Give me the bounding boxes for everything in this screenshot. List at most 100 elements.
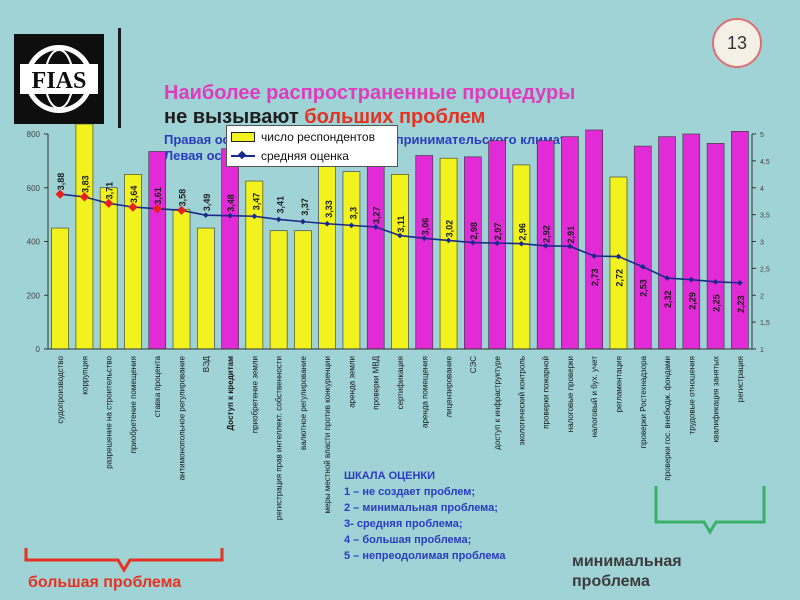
- value-label-8: 3,48: [226, 194, 236, 212]
- average-marker-6: [176, 205, 187, 215]
- category-label-2: коррупция: [80, 356, 89, 395]
- category-label-7: ВЭД: [202, 355, 211, 372]
- right-axis-tick-label: 5: [760, 132, 764, 139]
- average-marker-11: [300, 218, 306, 225]
- axis-note-left: Левая ось: [164, 148, 230, 163]
- legend-swatch-bar: [231, 132, 255, 142]
- left-axis-tick-label: 600: [27, 184, 41, 193]
- min-problem-label-line2: проблема: [572, 573, 650, 590]
- category-label-22: налоговые проверки: [566, 356, 575, 432]
- title-line2-part1: не вызывают: [164, 106, 305, 128]
- average-marker-22: [567, 243, 573, 250]
- average-marker-25: [639, 263, 646, 270]
- legend-item-respondents: число респондентов: [231, 129, 375, 145]
- rating-scale: ШКАЛА ОЦЕНКИ 1 – не создает проблем; 2 –…: [344, 468, 505, 564]
- category-label-1: судопроизводство: [56, 355, 65, 423]
- value-label-23: 2,73: [590, 268, 600, 286]
- category-label-10: регистрация прав интеллект. собственност…: [275, 356, 284, 520]
- average-marker-1: [55, 189, 65, 199]
- category-label-25: проверки Ростехнадзора: [639, 355, 648, 448]
- average-marker-14: [372, 224, 379, 230]
- value-label-6: 3,58: [178, 189, 188, 207]
- value-label-2: 3,83: [80, 175, 90, 193]
- average-marker-3: [104, 198, 114, 208]
- value-label-20: 2,96: [517, 223, 527, 241]
- category-label-28: квалификация занятых: [712, 356, 721, 442]
- left-axis-tick-label: 800: [27, 130, 41, 139]
- value-label-10: 3,41: [276, 196, 286, 214]
- right-axis-tick-label: 1: [760, 347, 764, 354]
- average-marker-13: [348, 222, 355, 229]
- average-marker-29: [737, 280, 743, 286]
- right-axis-tick-label: 1,5: [760, 320, 770, 327]
- slide-title-line2: не вызывают больших проблем: [164, 106, 485, 129]
- category-label-13: аренда земли: [347, 356, 356, 408]
- category-label-23: налоговый и бух. учет: [590, 356, 599, 438]
- value-label-4: 3,64: [129, 186, 139, 204]
- category-label-5: ставка процента: [153, 355, 162, 417]
- average-marker-27: [688, 276, 695, 283]
- category-label-12: меры местной власти против конкуренции: [323, 356, 332, 514]
- category-label-18: СЭС: [469, 356, 478, 373]
- page-number: 13: [726, 32, 748, 53]
- left-axis-tick-label: 200: [27, 291, 41, 300]
- value-label-22: 2,91: [566, 226, 576, 244]
- value-label-3: 3,71: [105, 182, 115, 200]
- value-label-24: 2,72: [614, 269, 624, 287]
- value-label-7: 3,49: [202, 194, 212, 212]
- left-axis-tick-label: 400: [27, 238, 41, 247]
- average-marker-16: [421, 235, 428, 242]
- right-axis-tick-label: 4: [760, 186, 764, 193]
- legend-item-average: средняя оценка: [231, 148, 349, 164]
- category-label-24: регламентация: [614, 356, 623, 413]
- rating-scale-title: ШКАЛА ОЦЕНКИ: [344, 470, 436, 482]
- logo-divider: [118, 28, 121, 128]
- slide-title-line1: Наиболее распространенные процедуры: [164, 82, 576, 104]
- value-label-21: 2,92: [542, 225, 552, 243]
- rating-scale-item-3: 3- средняя проблема;: [344, 518, 463, 530]
- value-label-25: 2,53: [639, 279, 649, 297]
- average-marker-4: [128, 202, 138, 212]
- category-label-21: проверки пожарной: [542, 356, 551, 429]
- average-marker-2: [79, 192, 90, 202]
- average-marker-28: [712, 278, 719, 285]
- legend-swatch-line: [231, 151, 255, 161]
- average-marker-18: [469, 239, 476, 246]
- value-label-14: 3,27: [372, 206, 382, 224]
- category-label-26: проверки гос. внебюдж. фондами: [663, 356, 672, 481]
- big-problem-bracket: [24, 548, 224, 573]
- value-label-15: 3,11: [396, 216, 406, 233]
- category-label-15: сертификация: [396, 356, 405, 409]
- value-label-27: 2,29: [687, 292, 697, 310]
- rating-scale-item-2: 2 – минимальная проблема;: [344, 502, 498, 514]
- fias-logo: FIAS: [14, 34, 104, 124]
- title-line2-part2: больших проблем: [304, 106, 486, 128]
- average-marker-9: [251, 213, 258, 220]
- category-label-27: трудовые отношения: [687, 356, 696, 434]
- category-label-4: приобретение помещения: [129, 356, 138, 453]
- average-marker-17: [445, 237, 452, 244]
- category-label-19: доступ к инфраструктуре: [493, 355, 502, 449]
- average-marker-12: [324, 220, 331, 227]
- min-problem-bracket: [654, 486, 766, 535]
- value-label-28: 2,25: [712, 294, 722, 312]
- logo-text: FIAS: [32, 68, 87, 94]
- category-label-6: антимонопольное регулирование: [178, 355, 187, 480]
- average-marker-5: [152, 204, 162, 214]
- right-axis-tick-label: 2: [760, 293, 764, 300]
- category-label-14: проверки МВД: [372, 355, 381, 409]
- value-label-18: 2,98: [469, 222, 479, 240]
- value-label-5: 3,61: [153, 187, 163, 205]
- category-label-17: лицензирование: [445, 355, 454, 417]
- value-label-9: 3,47: [251, 193, 261, 211]
- right-axis-tick-label: 2,5: [760, 266, 770, 273]
- value-label-1: 3,88: [56, 173, 66, 191]
- value-label-29: 2,23: [736, 295, 746, 313]
- value-label-11: 3,37: [300, 198, 310, 216]
- chart-legend: число респондентов средняя оценка: [226, 125, 398, 167]
- value-label-16: 3,06: [420, 218, 430, 236]
- average-marker-21: [542, 242, 549, 249]
- legend-label-average: средняя оценка: [261, 149, 349, 163]
- average-marker-10: [275, 216, 282, 223]
